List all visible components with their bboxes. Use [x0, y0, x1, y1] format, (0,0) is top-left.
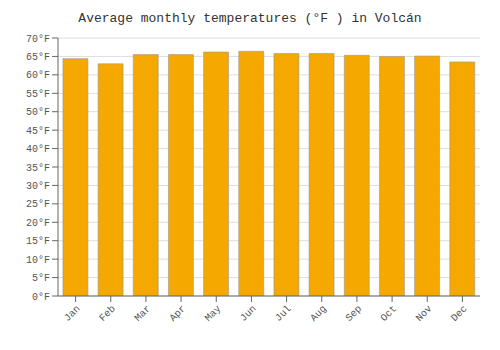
svg-text:0°F: 0°F	[32, 292, 50, 303]
svg-text:Mar: Mar	[133, 303, 154, 324]
svg-text:Dec: Dec	[449, 303, 470, 324]
svg-text:Oct: Oct	[379, 303, 400, 324]
svg-text:65°F: 65°F	[26, 52, 50, 63]
svg-text:50°F: 50°F	[26, 107, 50, 118]
svg-text:Jul: Jul	[273, 303, 294, 324]
svg-text:45°F: 45°F	[26, 126, 50, 137]
svg-text:25°F: 25°F	[26, 199, 50, 210]
svg-text:May: May	[203, 303, 224, 324]
svg-text:40°F: 40°F	[26, 144, 50, 155]
svg-text:10°F: 10°F	[26, 255, 50, 266]
svg-text:Aug: Aug	[308, 303, 329, 324]
html-text:Average monthly temperatures (: Average monthly temperatures (°F ) in Vo…	[78, 11, 422, 26]
svg-text:60°F: 60°F	[26, 70, 50, 81]
svg-text:30°F: 30°F	[26, 181, 50, 192]
svg-text:35°F: 35°F	[26, 163, 50, 174]
svg-text:Nov: Nov	[414, 303, 435, 324]
svg-text:Jun: Jun	[238, 303, 259, 324]
svg-text:55°F: 55°F	[26, 89, 50, 100]
svg-text:70°F: 70°F	[26, 34, 50, 45]
svg-text:Sep: Sep	[344, 303, 365, 324]
svg-text:15°F: 15°F	[26, 236, 50, 247]
svg-text:Feb: Feb	[97, 303, 118, 324]
svg-text:Apr: Apr	[168, 303, 189, 324]
svg-text:20°F: 20°F	[26, 218, 50, 229]
svg-text:Jan: Jan	[62, 303, 83, 324]
svg-text:5°F: 5°F	[32, 273, 50, 284]
